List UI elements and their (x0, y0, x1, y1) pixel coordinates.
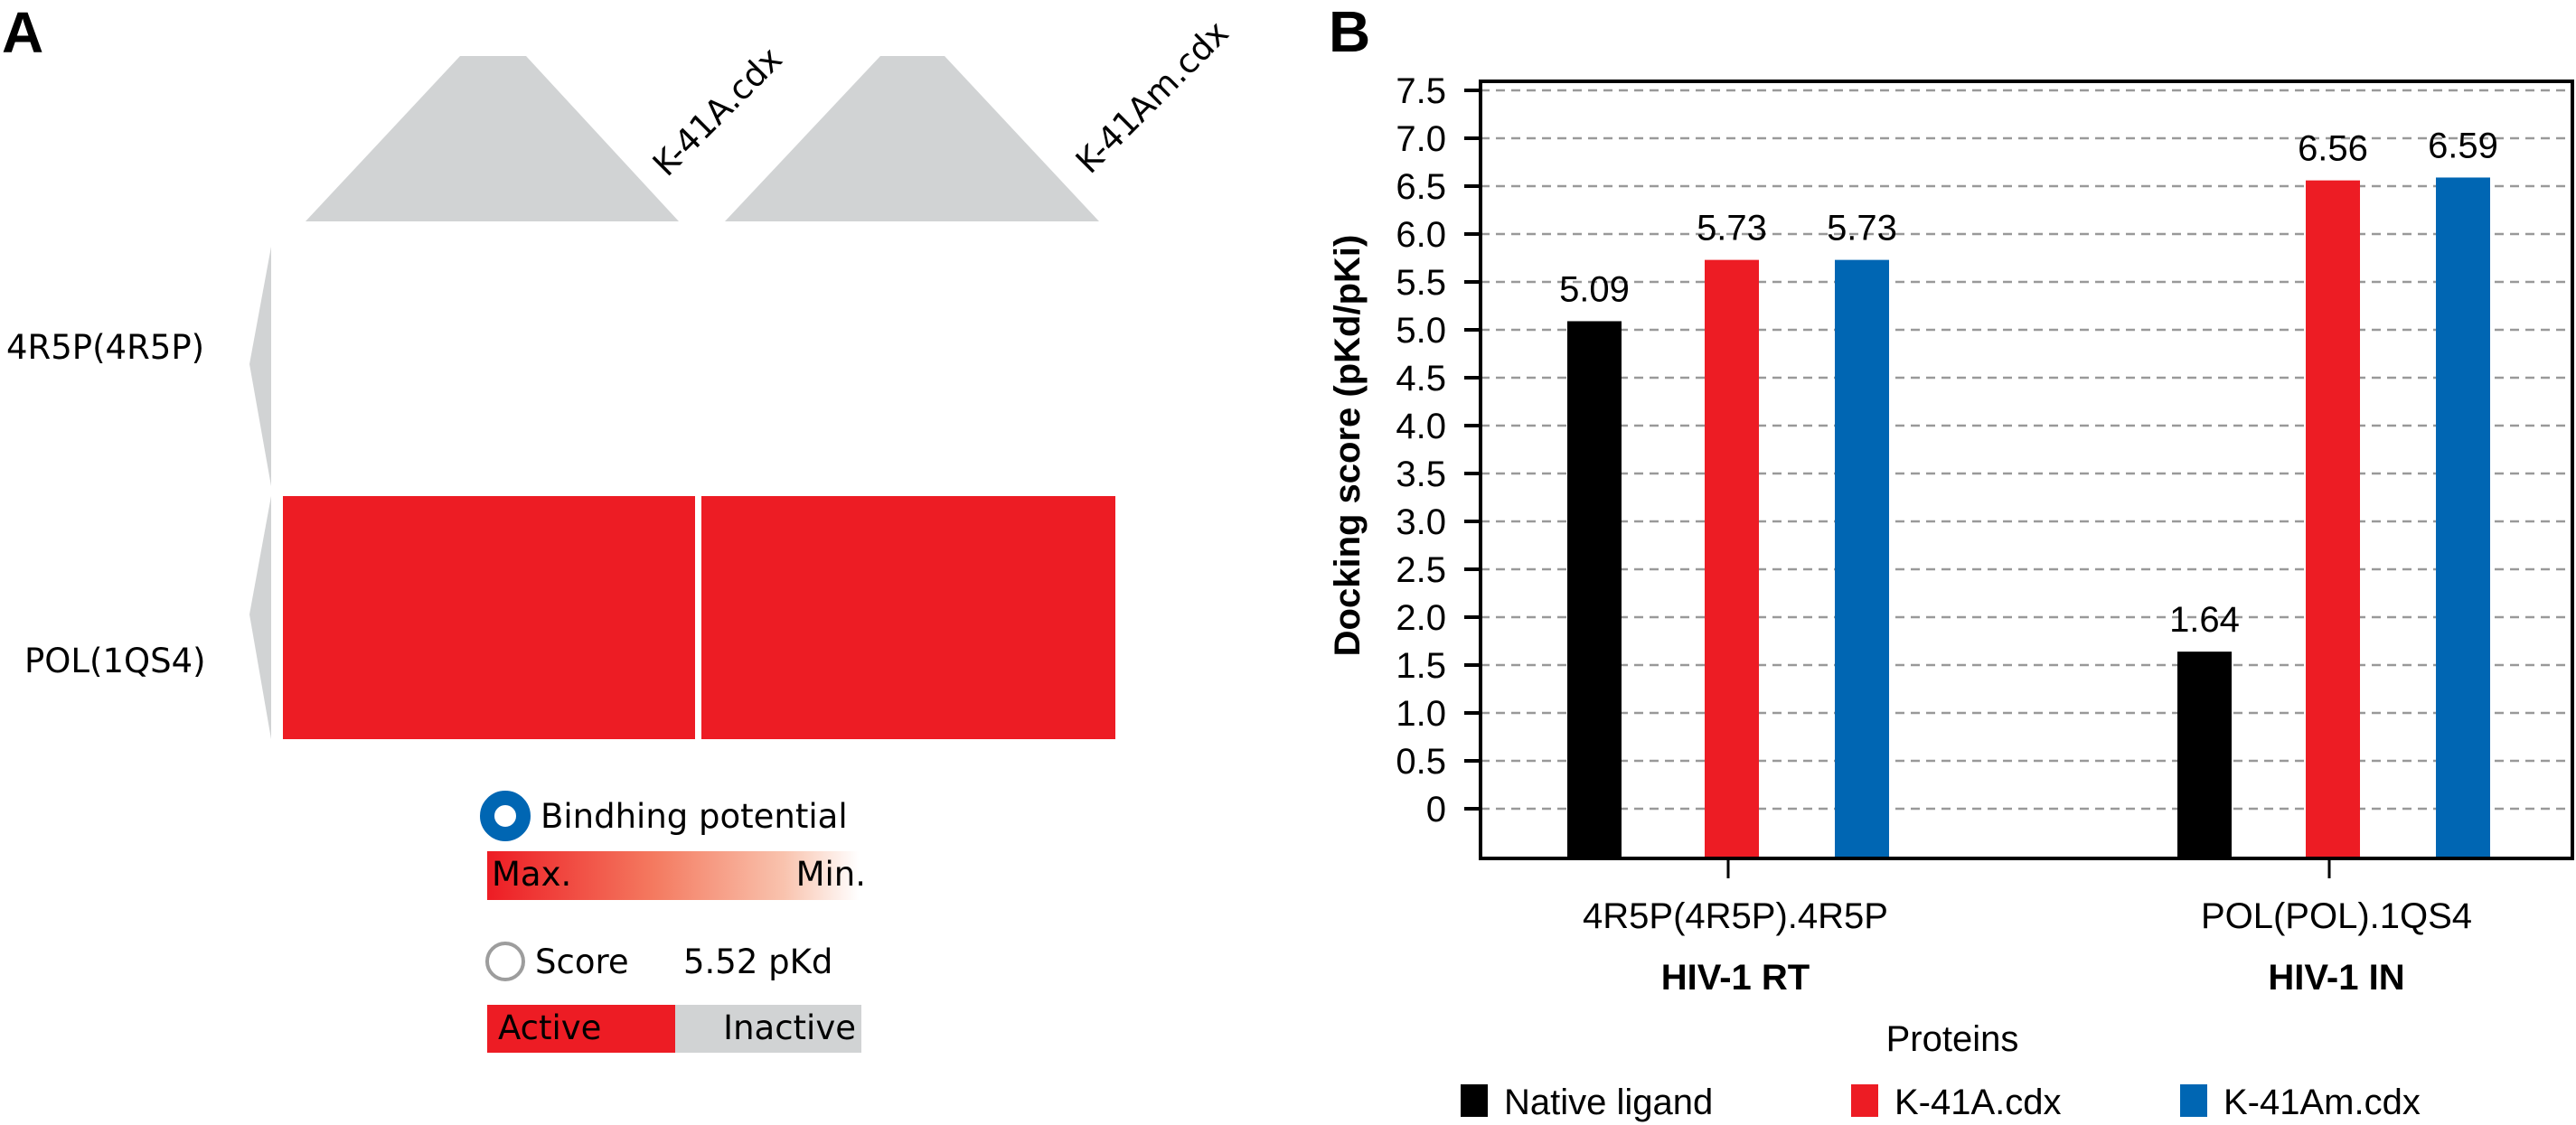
y-tick-label: 2.5 (1396, 550, 1446, 590)
y-tick-label: 1.0 (1396, 694, 1446, 734)
x-axis-categories: 4R5P(4R5P).4R5P HIV-1 RT POL(POL).1QS4 HIV-… (1583, 858, 2472, 998)
value-labels: 5.09 1.64 5.73 6.56 5.73 6.59 (1559, 126, 2498, 640)
y-tick-label: 4.0 (1396, 407, 1446, 446)
column-label-k41a: K-41A.cdx (645, 40, 790, 184)
binding-potential-icon (480, 791, 531, 841)
score-icon (485, 942, 525, 981)
inactive-bar (675, 1005, 861, 1053)
bar-value-label: 6.56 (2298, 129, 2368, 169)
y-tick-label: 3.0 (1396, 502, 1446, 542)
inactive-label: Inactive (723, 1008, 856, 1047)
y-tick-label: 6.5 (1396, 167, 1446, 207)
y-tick-label: 6.0 (1396, 215, 1446, 255)
gridlines (1481, 89, 2572, 811)
bar (1705, 259, 1759, 858)
y-tick-label: 5.5 (1396, 263, 1446, 303)
gradient-min-label: Min. (796, 855, 866, 894)
bars (1567, 177, 2490, 859)
panel-a-letter: A (2, 0, 43, 65)
legend-label: K-41Am.cdx (2223, 1083, 2421, 1122)
bar (1835, 259, 1889, 858)
row-label-pol: POL(1QS4) (24, 642, 206, 680)
y-tick-label: 0 (1426, 790, 1446, 830)
heatmap-cell-pol-k41am (701, 496, 1115, 739)
x-category-label: POL(POL).1QS4 (2201, 896, 2472, 936)
chart-legend: Native ligand K-41A.cdx K-41Am.cdx (1461, 1083, 2421, 1122)
gradient-max-label: Max. (492, 855, 571, 894)
y-tick-label: 2.0 (1396, 598, 1446, 638)
binding-gradient-bar (487, 851, 859, 900)
binding-potential-label: Bindhing potential (541, 797, 848, 836)
column-dendrogram-k41a (306, 56, 679, 221)
column-dendrogram-k41am (725, 56, 1099, 221)
y-axis-ticks: 0 0.5 1.0 1.5 2.0 2.5 3.0 3.5 4.0 4.5 5.0 5.5 6.0 6.5… (1396, 71, 1481, 830)
bar-value-label: 6.59 (2428, 126, 2498, 165)
legend-item: K-41A.cdx (1851, 1083, 2062, 1122)
active-label: Active (498, 1008, 601, 1047)
y-axis-title: Docking score (pKd/pKi) (1328, 235, 1368, 657)
y-tick-label: 7.0 (1396, 119, 1446, 159)
row-dendrogram-pol (249, 496, 271, 739)
bar (2177, 652, 2232, 858)
bar (2436, 177, 2490, 858)
bar-value-label: 5.73 (1697, 209, 1767, 248)
legend-swatch (1461, 1084, 1488, 1117)
score-label: Score (535, 942, 629, 981)
y-tick-label: 5.0 (1396, 311, 1446, 351)
panel-a: A K-41A.cdx K-41Am.cdx 4R5P(4R5P) POL(1Q… (2, 0, 1236, 1053)
legend-label: Native ligand (1504, 1083, 1713, 1122)
column-label-k41am: K-41Am.cdx (1068, 14, 1236, 182)
bar-value-label: 5.73 (1827, 209, 1897, 248)
legend-item: Native ligand (1461, 1083, 1713, 1122)
y-tick-label: 0.5 (1396, 742, 1446, 782)
legend-swatch (2180, 1084, 2207, 1117)
heatmap-cell-pol-k41a (283, 496, 695, 739)
bar-value-label: 5.09 (1559, 269, 1630, 309)
legend-item: K-41Am.cdx (2180, 1083, 2421, 1122)
bar-value-label: 1.64 (2169, 600, 2240, 640)
panel-b-letter: B (1329, 0, 1370, 64)
plot-frame (1479, 80, 2574, 860)
row-label-4r5p: 4R5P(4R5P) (6, 328, 204, 367)
x-category-group-label: HIV-1 RT (1661, 958, 1810, 998)
legend-label: K-41A.cdx (1894, 1083, 2062, 1122)
bar (1567, 321, 1622, 859)
x-axis-title: Proteins (1886, 1019, 2019, 1059)
bar (2306, 180, 2360, 858)
x-category-label: 4R5P(4R5P).4R5P (1583, 896, 1888, 936)
score-value: 5.52 pKd (683, 942, 832, 981)
legend-swatch (1851, 1084, 1878, 1117)
panel-b: B 0 0.5 1.0 1.5 2.0 2.5 3.0 3.5 4.0 4.5 5.0 5.5 6.0 6… (1328, 0, 2574, 1122)
panel-a-legend: Bindhing potential Max. Min. Score 5.52 … (480, 791, 866, 1053)
active-bar (487, 1005, 675, 1053)
x-category-group-label: HIV-1 IN (2268, 958, 2404, 998)
row-dendrogram-4r5p (249, 247, 271, 486)
y-tick-label: 4.5 (1396, 359, 1446, 398)
y-tick-label: 1.5 (1396, 646, 1446, 686)
y-tick-label: 3.5 (1396, 455, 1446, 494)
y-tick-label: 7.5 (1396, 71, 1446, 111)
